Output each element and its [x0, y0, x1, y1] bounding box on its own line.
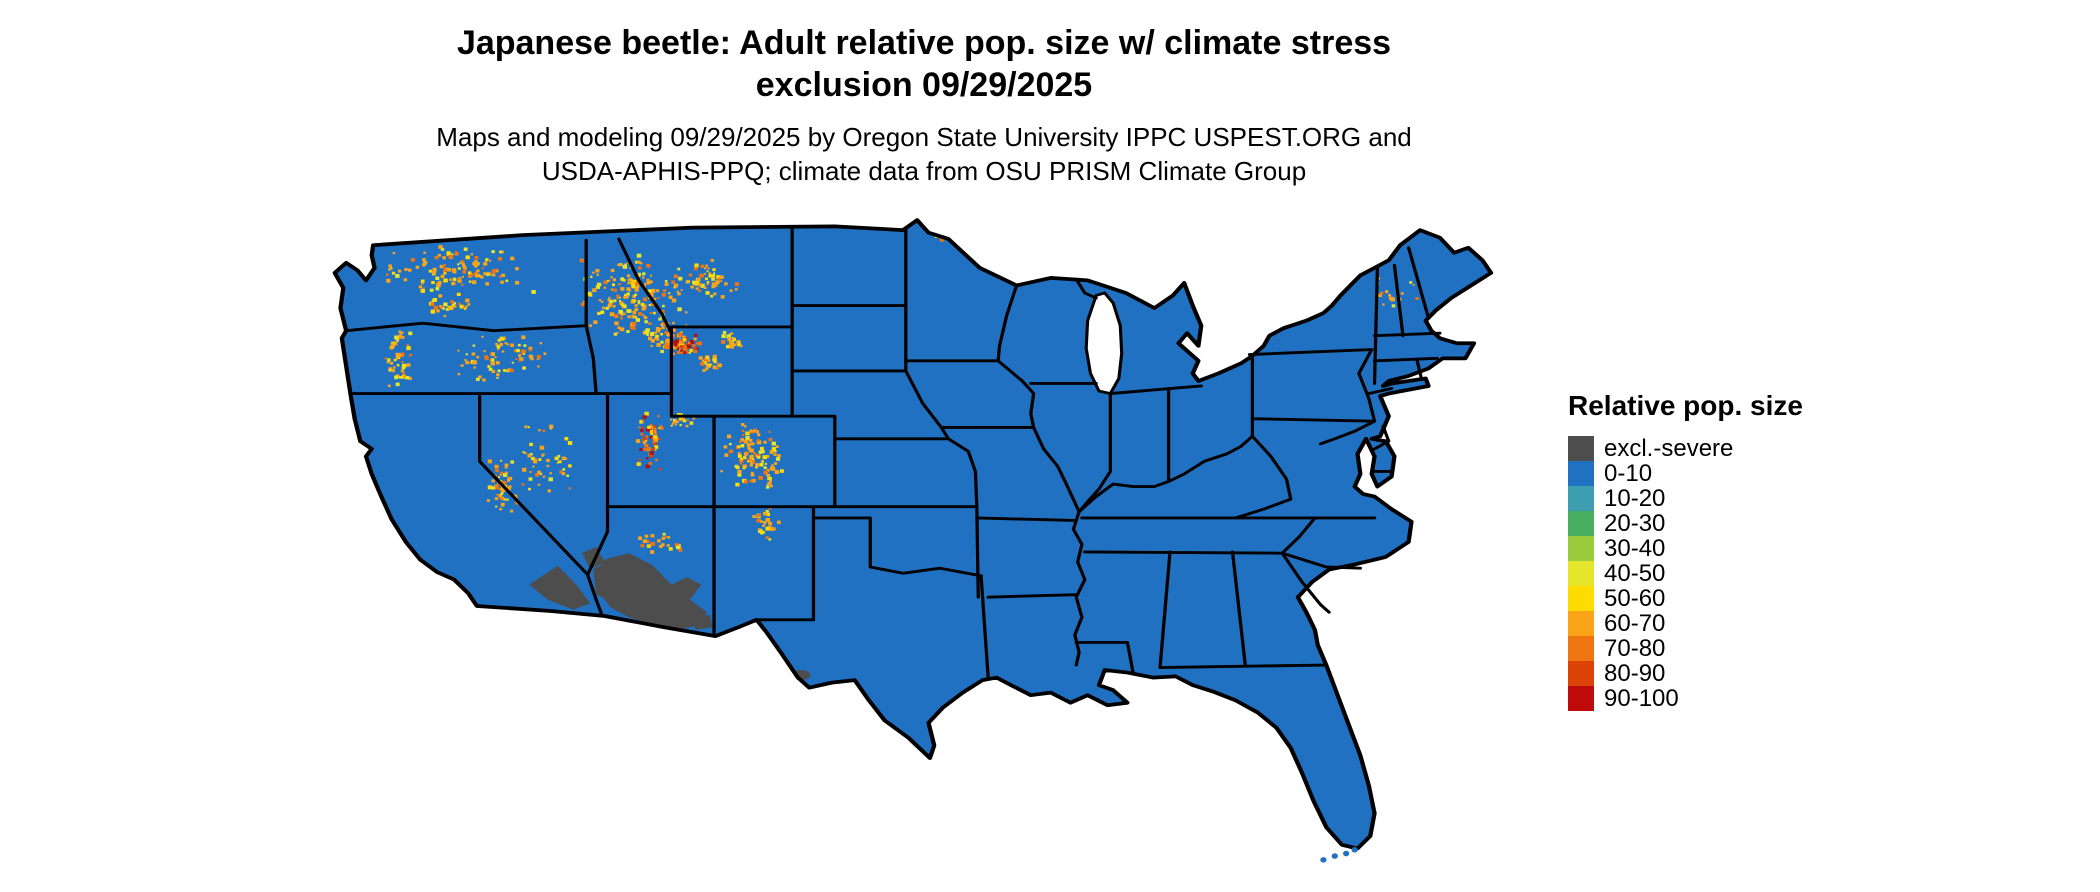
- legend-label: 60-70: [1604, 609, 1666, 637]
- state-borders-west: [344, 226, 983, 638]
- map-subtitle-line1: Maps and modeling 09/29/2025 by Oregon S…: [436, 122, 1412, 152]
- legend-label: 30-40: [1604, 534, 1666, 562]
- map-subtitle-line2: USDA-APHIS-PPQ; climate data from OSU PR…: [541, 156, 1307, 186]
- legend-swatch: [1568, 611, 1594, 636]
- legend-label: 10-20: [1604, 484, 1666, 512]
- legend-item-20-30: 20-30: [1568, 509, 1803, 537]
- state-borders-east: [1077, 246, 1442, 669]
- legend-swatch: [1568, 661, 1594, 686]
- map-title-line2: exclusion 09/29/2025: [755, 66, 1093, 104]
- legend-item-10-20: 10-20: [1568, 484, 1803, 512]
- legend-label: 50-60: [1604, 584, 1666, 612]
- legend-label: excl.-severe: [1604, 434, 1734, 462]
- legend-item-30-40: 30-40: [1568, 534, 1803, 562]
- legend-label: 40-50: [1604, 559, 1666, 587]
- legend-swatch: [1568, 636, 1594, 661]
- legend-label: 20-30: [1604, 509, 1666, 537]
- legend-swatch: [1568, 686, 1594, 711]
- florida-keys-dots: [1320, 847, 1358, 863]
- legend-item-0-10: 0-10: [1568, 459, 1803, 487]
- map-title: Japanese beetle: Adult relative pop. siz…: [0, 22, 1848, 106]
- legend-item-50-60: 50-60: [1568, 584, 1803, 612]
- us-map: [295, 205, 1545, 890]
- legend-swatch: [1568, 511, 1594, 536]
- legend-swatch: [1568, 436, 1594, 461]
- us-map-svg: [295, 205, 1545, 863]
- legend-swatch: [1568, 486, 1594, 511]
- legend-label: 70-80: [1604, 634, 1666, 662]
- lake-michigan: [1084, 291, 1124, 396]
- legend-item-70-80: 70-80: [1568, 634, 1803, 662]
- legend-swatch: [1568, 461, 1594, 486]
- legend-title: Relative pop. size: [1568, 390, 1803, 421]
- legend-label: 0-10: [1604, 459, 1653, 487]
- legend-item-60-70: 60-70: [1568, 609, 1803, 637]
- state-borders-central: [790, 228, 1135, 680]
- legend-item-80-90: 80-90: [1568, 659, 1803, 687]
- legend-item-40-50: 40-50: [1568, 559, 1803, 587]
- legend-swatch: [1568, 536, 1594, 561]
- map-title-line1: Japanese beetle: Adult relative pop. siz…: [456, 24, 1392, 62]
- legend-label: 80-90: [1604, 659, 1666, 687]
- legend-swatch: [1568, 561, 1594, 586]
- legend-item-excl.-severe: excl.-severe: [1568, 434, 1803, 462]
- map-subtitle: Maps and modeling 09/29/2025 by Oregon S…: [0, 120, 1848, 188]
- legend-items: excl.-severe 0-10 10-20 20-30 30-40 40-50 50-6…: [1568, 434, 1803, 712]
- legend: Relative pop. size excl.-severe 0-10 10-20…: [1568, 390, 1803, 712]
- legend-swatch: [1568, 586, 1594, 611]
- legend-label: 90-100: [1604, 684, 1679, 712]
- legend-item-90-100: 90-100: [1568, 684, 1803, 712]
